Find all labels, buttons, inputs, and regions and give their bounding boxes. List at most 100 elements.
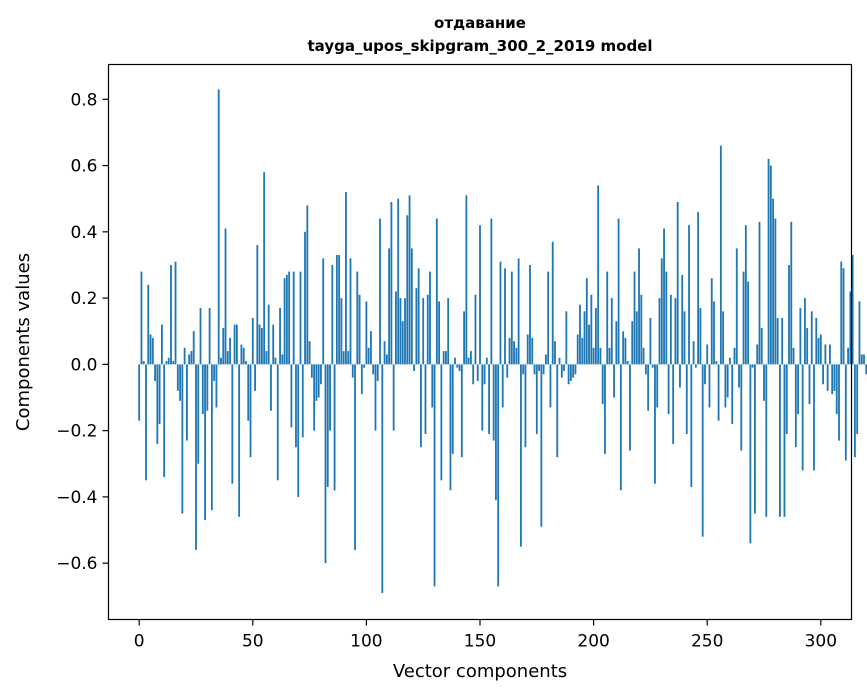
bar-96 xyxy=(356,271,359,365)
bar-117 xyxy=(404,298,406,365)
x-tick-label-250: 250 xyxy=(691,632,723,652)
bar-273 xyxy=(758,221,761,365)
bar-173 xyxy=(531,337,534,365)
bar-99 xyxy=(363,364,366,368)
bar-71 xyxy=(299,271,302,365)
bar-213 xyxy=(622,331,625,365)
bar-35 xyxy=(217,89,220,365)
bar-26 xyxy=(197,364,200,464)
bar-130 xyxy=(433,364,436,587)
bar-296 xyxy=(810,311,813,365)
bar-236 xyxy=(674,298,677,365)
bar-254 xyxy=(715,361,718,365)
bar-42 xyxy=(233,324,236,365)
bar-210 xyxy=(615,321,618,365)
bar-1 xyxy=(140,271,143,365)
bar-272 xyxy=(756,344,759,365)
bar-241 xyxy=(685,364,688,434)
y-tick-label-5: 0.4 xyxy=(70,223,97,243)
bar-49 xyxy=(249,364,252,458)
bar-46 xyxy=(242,347,245,365)
bar-172 xyxy=(529,264,531,365)
bar-227 xyxy=(654,364,656,484)
bar-185 xyxy=(558,357,561,365)
bar-186 xyxy=(560,364,563,378)
bar-320 xyxy=(865,364,867,375)
bar-260 xyxy=(729,357,731,365)
bar-138 xyxy=(451,364,454,454)
bar-133 xyxy=(440,364,443,481)
bar-278 xyxy=(769,165,772,365)
bar-52 xyxy=(256,245,259,365)
bar-292 xyxy=(801,364,804,471)
bar-279 xyxy=(772,198,775,365)
bar-232 xyxy=(665,271,668,365)
bar-289 xyxy=(794,364,797,448)
bar-151 xyxy=(481,364,484,431)
bar-121 xyxy=(413,364,416,371)
bar-141 xyxy=(458,364,461,371)
bar-108 xyxy=(383,341,386,365)
bar-124 xyxy=(420,364,422,448)
bar-307 xyxy=(835,364,838,415)
y-tick-label-2: −0.2 xyxy=(56,422,97,442)
bar-190 xyxy=(569,364,572,381)
bar-19 xyxy=(181,364,184,514)
bar-147 xyxy=(472,364,475,385)
bar-261 xyxy=(731,364,734,425)
bar-145 xyxy=(467,357,470,365)
bar-191 xyxy=(572,364,575,378)
bar-202 xyxy=(597,185,600,365)
bar-67 xyxy=(290,364,293,428)
bar-298 xyxy=(815,317,818,365)
bar-154 xyxy=(488,364,490,434)
bar-218 xyxy=(633,271,636,365)
bar-135 xyxy=(445,351,447,365)
bar-189 xyxy=(567,364,570,385)
bar-310 xyxy=(842,268,845,365)
bar-113 xyxy=(395,291,397,365)
bar-12 xyxy=(165,361,168,365)
bar-66 xyxy=(288,271,291,365)
bar-264 xyxy=(738,364,740,388)
bars-group xyxy=(138,89,867,593)
bar-229 xyxy=(658,298,661,365)
bar-245 xyxy=(694,364,697,368)
y-tick-label-6: 0.6 xyxy=(70,157,97,177)
bar-250 xyxy=(706,344,709,365)
bar-181 xyxy=(549,364,552,408)
bar-43 xyxy=(235,324,238,365)
bar-103 xyxy=(372,364,375,375)
bar-82 xyxy=(324,364,327,564)
bar-302 xyxy=(824,344,827,365)
bar-237 xyxy=(676,202,679,365)
bar-92 xyxy=(347,351,350,365)
bar-287 xyxy=(790,221,793,365)
bar-76 xyxy=(310,364,313,378)
bar-316 xyxy=(856,364,859,434)
bar-106 xyxy=(379,218,381,365)
bar-251 xyxy=(708,364,711,408)
bar-314 xyxy=(851,255,854,365)
bar-253 xyxy=(713,301,715,365)
bar-127 xyxy=(426,294,429,365)
bar-169 xyxy=(522,364,525,375)
bar-64 xyxy=(283,278,286,365)
bar-86 xyxy=(333,364,336,491)
bar-164 xyxy=(510,271,513,365)
bar-268 xyxy=(747,281,750,365)
bar-14 xyxy=(170,264,172,365)
bar-208 xyxy=(610,298,613,365)
bar-29 xyxy=(204,364,206,521)
bar-166 xyxy=(515,347,518,365)
bar-102 xyxy=(370,331,372,365)
bar-116 xyxy=(401,321,404,365)
bar-288 xyxy=(792,347,795,365)
bar-53 xyxy=(258,324,261,365)
bar-297 xyxy=(813,364,815,471)
y-axis: −0.6 −0.4 −0.2 0.0 0.2 0.4 0.6 0.8 xyxy=(56,90,109,574)
bar-95 xyxy=(354,364,356,550)
bar-149 xyxy=(476,364,479,381)
bar-177 xyxy=(540,364,543,527)
bar-72 xyxy=(301,364,304,438)
